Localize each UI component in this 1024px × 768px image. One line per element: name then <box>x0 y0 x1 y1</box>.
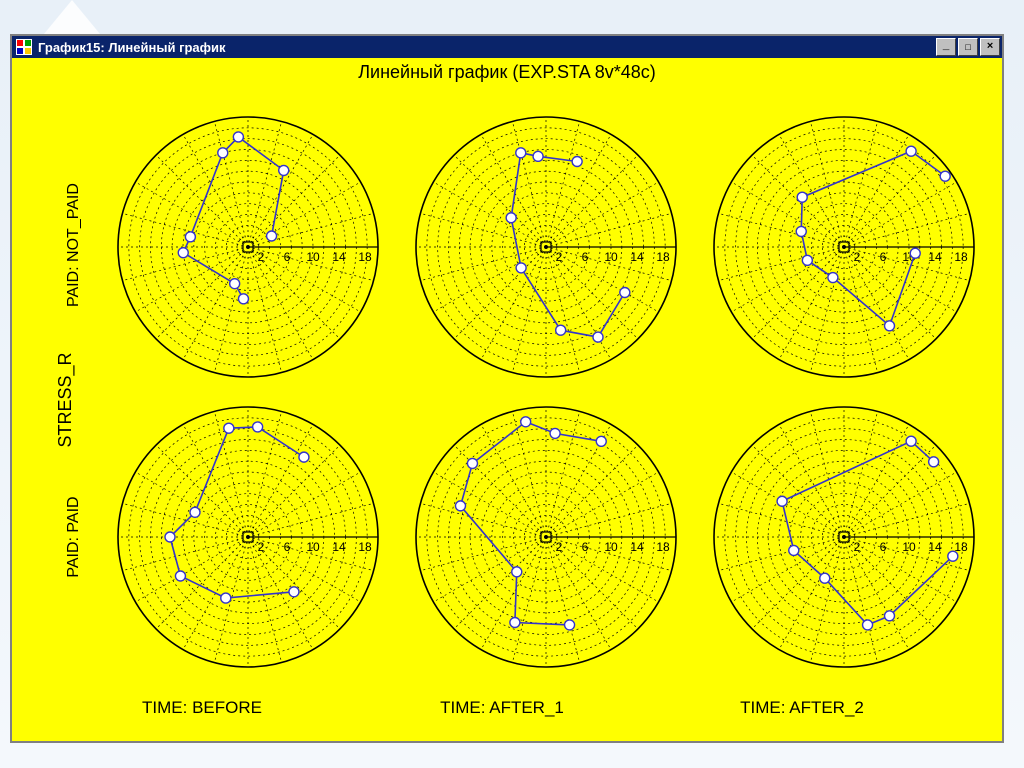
column-label: TIME: BEFORE <box>122 698 282 718</box>
maximize-button[interactable]: ☐ <box>958 38 978 56</box>
svg-text:18: 18 <box>656 540 670 554</box>
row-label: PAID: NOT_PAID <box>65 187 83 307</box>
polar-panel: 2 6 10 14 18 <box>412 403 680 671</box>
svg-text:18: 18 <box>656 250 670 264</box>
svg-text:10: 10 <box>902 540 916 554</box>
row-label: PAID: PAID <box>65 477 83 597</box>
minimize-button[interactable]: _ <box>936 38 956 56</box>
polar-panel: 2 6 10 14 18 <box>412 113 680 381</box>
svg-text:2: 2 <box>854 250 861 264</box>
svg-text:14: 14 <box>928 250 942 264</box>
svg-text:10: 10 <box>306 540 320 554</box>
svg-text:14: 14 <box>630 250 644 264</box>
app-icon <box>16 39 32 55</box>
svg-text:14: 14 <box>332 540 346 554</box>
svg-text:18: 18 <box>358 540 372 554</box>
column-label: TIME: AFTER_2 <box>722 698 882 718</box>
close-button[interactable]: × <box>980 38 1000 56</box>
svg-text:10: 10 <box>604 250 618 264</box>
chart-title: Линейный график (EXP.STA 8v*48c) <box>12 62 1002 83</box>
svg-text:6: 6 <box>284 540 291 554</box>
svg-text:18: 18 <box>954 250 968 264</box>
svg-text:10: 10 <box>306 250 320 264</box>
svg-text:6: 6 <box>582 540 589 554</box>
polar-panel: 26101418 <box>710 113 978 381</box>
svg-text:6: 6 <box>582 250 589 264</box>
column-label: TIME: AFTER_1 <box>422 698 582 718</box>
svg-text:14: 14 <box>332 250 346 264</box>
chart-area: Линейный график (EXP.STA 8v*48c) STRESS_… <box>12 58 1002 741</box>
window-titlebar[interactable]: График15: Линейный график _ ☐ × <box>12 36 1002 58</box>
outer-y-axis-label: STRESS_R <box>55 352 76 447</box>
svg-text:6: 6 <box>284 250 291 264</box>
decorative-triangle <box>44 0 100 34</box>
svg-text:2: 2 <box>556 540 563 554</box>
polar-panel: 2 6 10 14 18 <box>114 403 382 671</box>
svg-text:6: 6 <box>880 250 887 264</box>
svg-text:14: 14 <box>928 540 942 554</box>
svg-text:2: 2 <box>258 540 265 554</box>
svg-text:18: 18 <box>358 250 372 264</box>
svg-text:6: 6 <box>880 540 887 554</box>
polar-panel: 2 6 10 14 18 <box>114 113 382 381</box>
svg-text:10: 10 <box>604 540 618 554</box>
page-background: График15: Линейный график _ ☐ × Линейный… <box>0 0 1024 768</box>
svg-text:2: 2 <box>258 250 265 264</box>
chart-window: График15: Линейный график _ ☐ × Линейный… <box>10 34 1004 743</box>
svg-text:2: 2 <box>556 250 563 264</box>
polar-panel: 26101418 <box>710 403 978 671</box>
window-title: График15: Линейный график <box>38 40 226 55</box>
svg-text:14: 14 <box>630 540 644 554</box>
svg-text:2: 2 <box>854 540 861 554</box>
